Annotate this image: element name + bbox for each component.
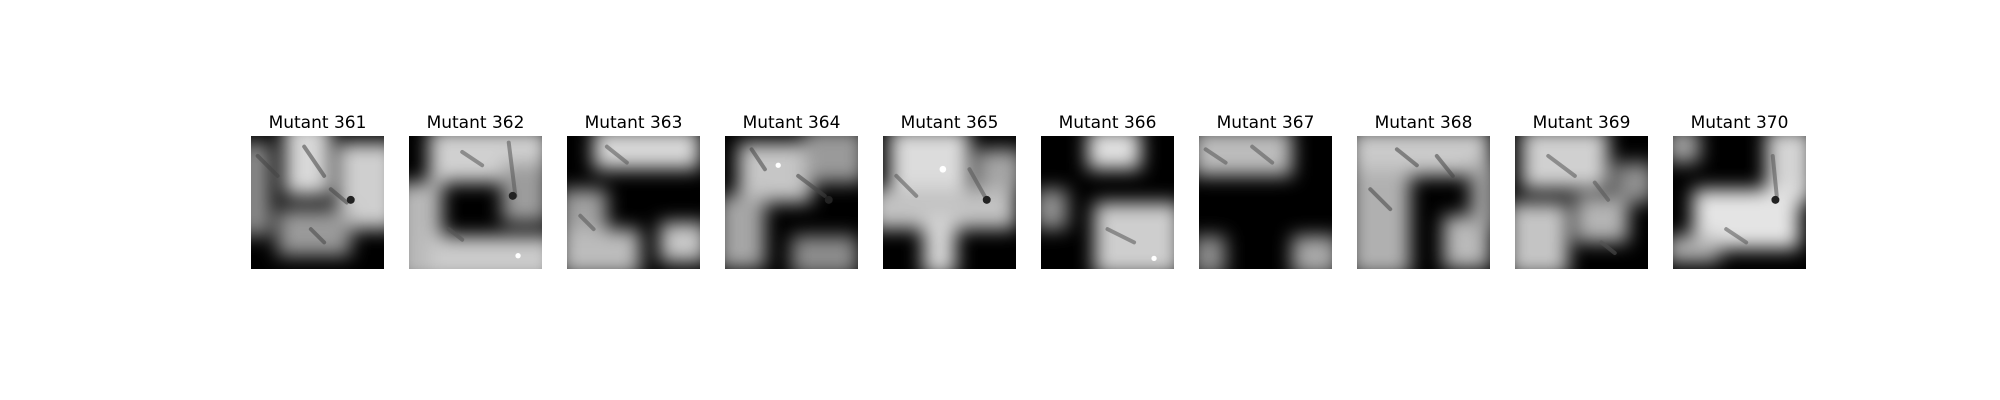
mutant-image: [1199, 136, 1332, 269]
panel-title: Mutant 364: [742, 113, 841, 133]
panel-title: Mutant 365: [900, 113, 999, 133]
mutant-image: [1673, 136, 1806, 269]
mutant-panel: Mutant 368: [1357, 112, 1490, 272]
mutant-panel: Mutant 363: [567, 112, 700, 272]
mutant-panel: Mutant 364: [725, 112, 858, 272]
mutant-image: [409, 136, 542, 269]
mutant-image: [567, 136, 700, 269]
mutant-panel: Mutant 362: [409, 112, 542, 272]
panel-title: Mutant 369: [1532, 113, 1631, 133]
panel-title: Mutant 366: [1058, 113, 1157, 133]
mutant-panel: Mutant 370: [1673, 112, 1806, 272]
mutant-panel: Mutant 365: [883, 112, 1016, 272]
panel-title: Mutant 367: [1216, 113, 1315, 133]
mutant-panel: Mutant 369: [1515, 112, 1648, 272]
mutant-image: [883, 136, 1016, 269]
panel-title: Mutant 368: [1374, 113, 1473, 133]
mutant-image: [1357, 136, 1490, 269]
mutant-image: [1041, 136, 1174, 269]
mutant-panel: Mutant 367: [1199, 112, 1332, 272]
panel-title: Mutant 362: [426, 113, 525, 133]
panel-title: Mutant 363: [584, 113, 683, 133]
mutant-panel: Mutant 361: [251, 112, 384, 272]
mutant-panel: Mutant 366: [1041, 112, 1174, 272]
mutant-image: [725, 136, 858, 269]
mutant-image: [251, 136, 384, 269]
panel-title: Mutant 361: [268, 113, 367, 133]
panel-title: Mutant 370: [1690, 113, 1789, 133]
mutant-image: [1515, 136, 1648, 269]
